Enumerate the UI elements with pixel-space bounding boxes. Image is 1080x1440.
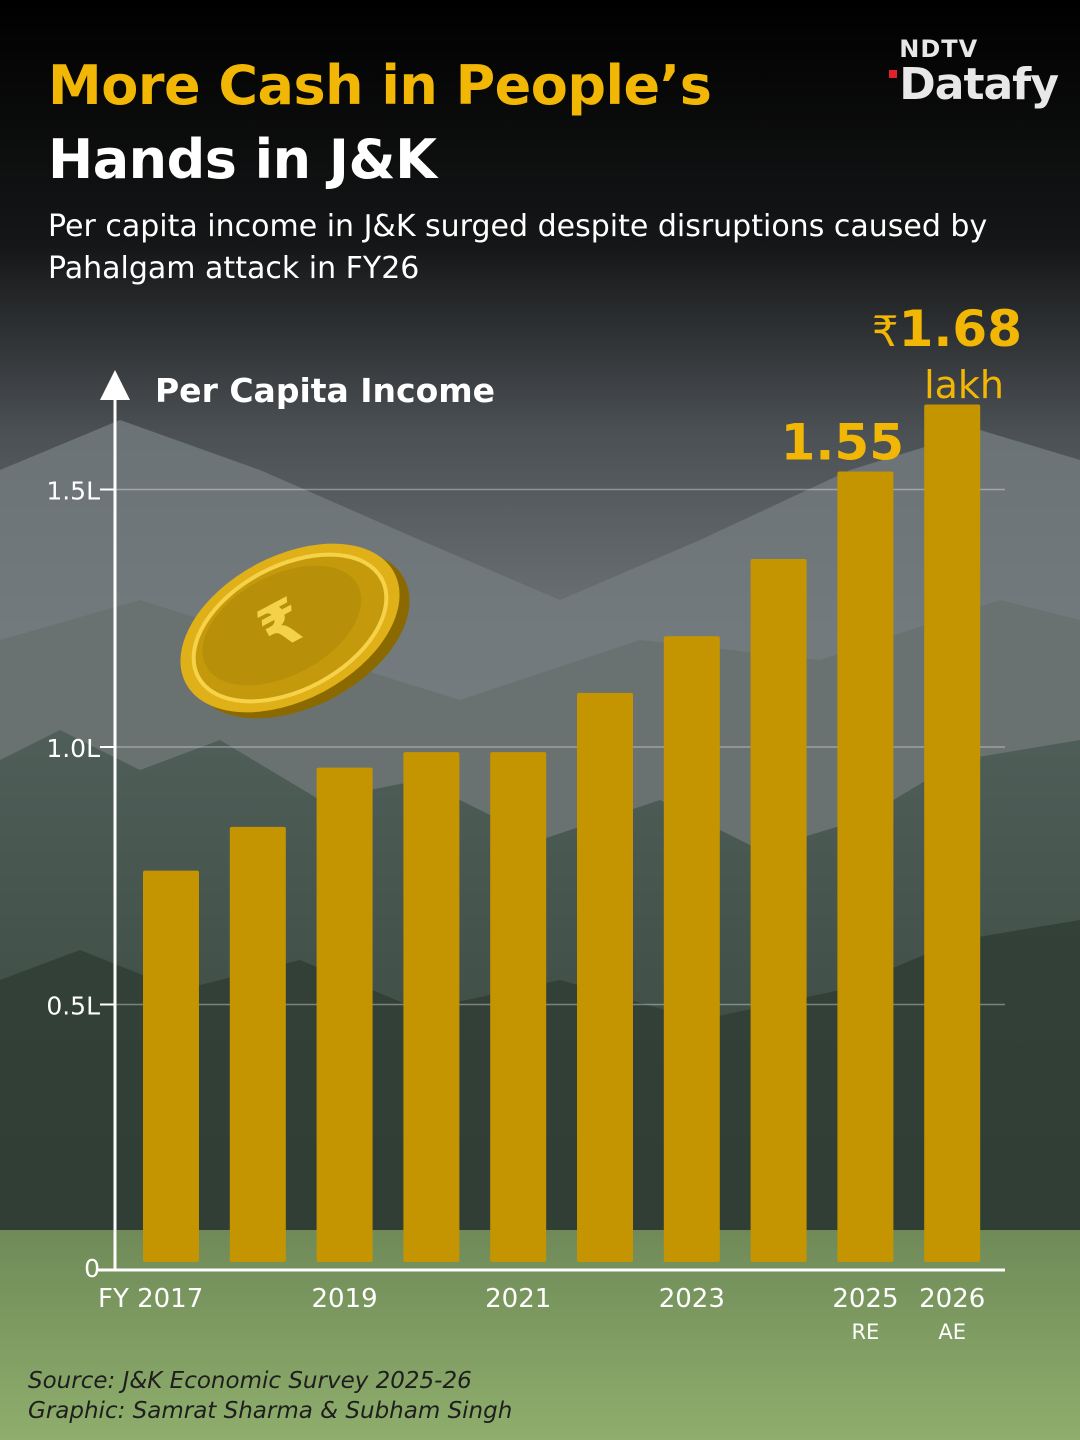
bar — [577, 692, 633, 1262]
x-tick-label: 2021 — [485, 1284, 551, 1314]
bar — [316, 767, 373, 1262]
logo-line-2: Datafy — [899, 59, 1059, 110]
y-ticks: 0 0.5L 1.0L 1.5L — [46, 477, 115, 1283]
bar — [837, 471, 894, 1263]
x-tick-label: 2023 — [659, 1284, 725, 1314]
y-axis-label: Per Capita Income — [155, 371, 495, 410]
logo-line-1: NDTV — [899, 35, 979, 63]
axes — [98, 370, 1005, 1272]
ndtv-datafy-logo: NDTV Datafy — [889, 35, 1059, 110]
bar — [750, 559, 807, 1262]
rupee-coin-icon: ₹ — [180, 543, 410, 719]
y-tick-label: 1.0L — [46, 734, 100, 763]
graphic-credit-line: Graphic: Samrat Sharma & Subham Singh — [28, 1398, 513, 1424]
currency-prefix: ₹ — [872, 307, 899, 356]
x-tick-sublabel: RE — [851, 1320, 879, 1344]
bar — [403, 752, 460, 1262]
x-ticks: FY 2017 2019 2021 2023 2025 RE 2026 AE — [98, 1284, 985, 1344]
y-tick-label: 0 — [84, 1254, 100, 1283]
chart-title-line-1: More Cash in People’s — [48, 54, 712, 117]
y-axis-arrow-icon — [100, 370, 130, 400]
data-label: ₹1.68 — [872, 300, 1022, 358]
logo-dot-icon — [889, 70, 898, 78]
annotations: 1.55 ₹1.68 lakh — [781, 300, 1022, 471]
x-tick-label: 2026 — [919, 1284, 985, 1314]
bar — [143, 870, 199, 1262]
bars — [143, 404, 981, 1263]
source-credits: Source: J&K Economic Survey 2025-26 Grap… — [28, 1366, 512, 1426]
x-tick-sublabel: AE — [938, 1320, 966, 1344]
bar — [229, 826, 286, 1262]
chart-title-line-2: Hands in J&K — [48, 128, 437, 191]
y-tick-label: 0.5L — [46, 992, 100, 1021]
bar — [924, 404, 981, 1262]
data-label-value: 1.68 — [899, 300, 1022, 358]
x-tick-label: 2019 — [312, 1284, 378, 1314]
x-tick-label: FY 2017 — [98, 1284, 203, 1314]
data-label: 1.55 — [781, 413, 904, 471]
bar — [663, 636, 720, 1262]
y-tick-label: 1.5L — [46, 477, 100, 506]
source-line: Source: J&K Economic Survey 2025-26 — [28, 1368, 472, 1394]
data-label-unit: lakh — [924, 363, 1004, 407]
chart-subtitle: Per capita income in J&K surged despite … — [48, 209, 988, 286]
x-tick-label: 2025 — [832, 1284, 898, 1314]
bar — [490, 752, 547, 1262]
